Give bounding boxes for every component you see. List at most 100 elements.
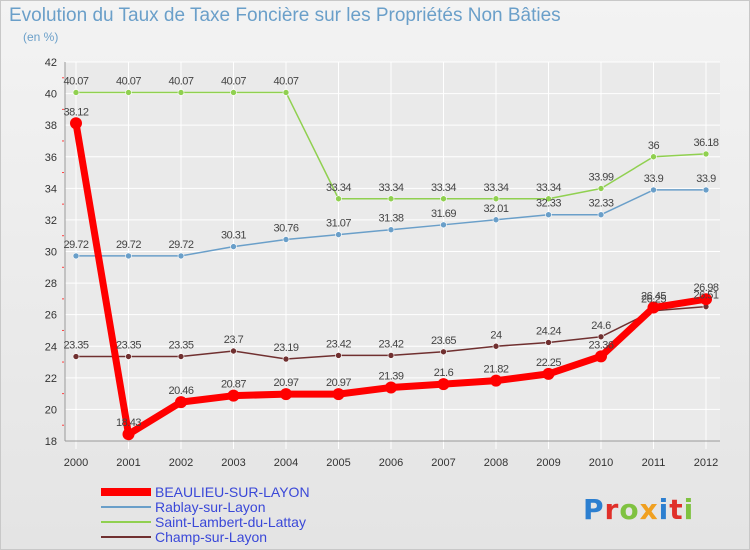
legend-label-rablay-sur-layon: Rablay-sur-Layon (155, 499, 266, 515)
data-point-champ-sur-layon (72, 353, 80, 360)
data-label-champ-sur-layon: 23.42 (378, 338, 403, 350)
data-label-champ-sur-layon: 23.19 (273, 342, 298, 354)
logo-letter: P (583, 493, 605, 526)
data-point-beaulieu-sur-layon (280, 388, 292, 401)
data-point-beaulieu-sur-layon (332, 388, 345, 401)
data-label-champ-sur-layon: 23.42 (326, 338, 351, 350)
y-tick-label: 22 (45, 373, 57, 385)
data-point-saint-lambert-du-lattay (492, 195, 500, 203)
data-point-rablay-sur-layon (125, 252, 132, 260)
y-tick-label: 40 (45, 89, 57, 101)
data-point-beaulieu-sur-layon (70, 117, 82, 130)
data-point-saint-lambert-du-lattay (72, 89, 80, 96)
data-label-saint-lambert-du-lattay: 33.34 (326, 182, 351, 194)
data-point-champ-sur-layon (335, 352, 342, 359)
data-label-beaulieu-sur-layon: 26.98 (693, 282, 718, 294)
data-point-rablay-sur-layon (177, 252, 185, 260)
data-point-saint-lambert-du-lattay (125, 89, 132, 96)
x-tick-label: 2003 (221, 457, 245, 469)
logo-letter: o (619, 493, 640, 526)
y-axis-unit-label: (en %) (23, 30, 59, 44)
x-tick-label: 2009 (536, 457, 560, 469)
data-point-beaulieu-sur-layon (385, 381, 397, 394)
data-label-saint-lambert-du-lattay: 40.07 (273, 75, 298, 87)
data-label-beaulieu-sur-layon: 22.25 (536, 357, 561, 369)
data-point-beaulieu-sur-layon (595, 350, 607, 363)
x-tick-label: 2008 (484, 457, 508, 469)
legend-label-beaulieu-sur-layon: BEAULIEU-SUR-LAYON (155, 484, 310, 500)
data-label-saint-lambert-du-lattay: 40.07 (168, 75, 193, 87)
data-point-rablay-sur-layon (282, 236, 290, 243)
data-label-saint-lambert-du-lattay: 40.07 (116, 75, 141, 87)
data-point-rablay-sur-layon (597, 211, 605, 219)
data-label-beaulieu-sur-layon: 21.82 (483, 364, 508, 376)
x-tick-label: 2001 (116, 457, 140, 469)
data-label-saint-lambert-du-lattay: 33.34 (378, 182, 403, 194)
legend-swatch-beaulieu-sur-layon (101, 488, 151, 496)
x-tick-label: 2006 (379, 457, 403, 469)
y-tick-label: 36 (45, 152, 57, 164)
y-tick-label: 26 (45, 310, 57, 322)
data-label-beaulieu-sur-layon: 20.97 (273, 377, 298, 389)
data-point-saint-lambert-du-lattay (597, 185, 605, 192)
data-point-beaulieu-sur-layon (490, 374, 502, 387)
data-point-beaulieu-sur-layon (542, 367, 555, 380)
data-point-rablay-sur-layon (650, 186, 657, 194)
data-point-champ-sur-layon (125, 353, 132, 360)
data-label-saint-lambert-du-lattay: 36.18 (693, 137, 718, 149)
data-point-saint-lambert-du-lattay (230, 89, 237, 96)
data-label-rablay-sur-layon: 31.69 (431, 208, 456, 220)
x-tick-label: 2011 (642, 457, 666, 469)
y-tick-label: 18 (45, 436, 57, 448)
x-tick-label: 2010 (589, 457, 613, 469)
data-label-beaulieu-sur-layon: 18.43 (116, 417, 141, 429)
data-label-champ-sur-layon: 23.35 (63, 340, 88, 352)
data-point-beaulieu-sur-layon (437, 378, 450, 391)
data-label-saint-lambert-du-lattay: 33.34 (431, 182, 456, 194)
data-point-saint-lambert-du-lattay (702, 150, 710, 158)
x-tick-label: 2002 (169, 457, 193, 469)
data-point-saint-lambert-du-lattay (650, 153, 657, 161)
data-point-beaulieu-sur-layon (647, 301, 660, 314)
data-point-beaulieu-sur-layon (122, 428, 135, 441)
data-label-rablay-sur-layon: 31.07 (326, 218, 351, 230)
legend-swatch-rablay-sur-layon (101, 506, 151, 508)
chart-title: Evolution du Taux de Taxe Foncière sur l… (9, 5, 561, 26)
data-label-champ-sur-layon: 23.65 (431, 335, 456, 347)
proxiti-logo: Proxiti (583, 493, 694, 526)
data-point-rablay-sur-layon (335, 231, 342, 238)
x-tick-label: 2005 (326, 457, 350, 469)
data-label-rablay-sur-layon: 30.76 (273, 222, 298, 234)
data-label-champ-sur-layon: 23.35 (116, 340, 141, 352)
data-label-saint-lambert-du-lattay: 40.07 (221, 75, 246, 87)
data-label-beaulieu-sur-layon: 20.46 (168, 385, 193, 397)
data-point-rablay-sur-layon (545, 211, 552, 219)
data-label-beaulieu-sur-layon: 21.39 (378, 370, 403, 382)
data-label-saint-lambert-du-lattay: 33.34 (483, 182, 508, 194)
data-point-champ-sur-layon (177, 353, 185, 360)
data-point-rablay-sur-layon (230, 243, 237, 250)
data-point-saint-lambert-du-lattay (387, 195, 395, 203)
data-label-champ-sur-layon: 24.24 (536, 325, 561, 337)
data-point-beaulieu-sur-layon (227, 389, 240, 402)
data-point-champ-sur-layon (387, 352, 395, 359)
data-label-champ-sur-layon: 23.35 (168, 340, 193, 352)
logo-letter: x (639, 493, 659, 526)
data-label-saint-lambert-du-lattay: 33.34 (536, 182, 561, 194)
data-label-beaulieu-sur-layon: 38.12 (63, 106, 88, 118)
data-label-beaulieu-sur-layon: 20.97 (326, 377, 351, 389)
x-tick-label: 2007 (431, 457, 455, 469)
data-label-champ-sur-layon: 24.6 (591, 320, 611, 332)
data-label-rablay-sur-layon: 32.33 (536, 198, 561, 210)
logo-letter: r (604, 493, 620, 526)
data-point-beaulieu-sur-layon (175, 396, 187, 409)
data-label-saint-lambert-du-lattay: 40.07 (63, 75, 88, 87)
data-label-saint-lambert-du-lattay: 36 (648, 140, 660, 152)
data-label-champ-sur-layon: 26.25 (641, 294, 666, 306)
y-tick-label: 42 (45, 57, 57, 69)
logo-letter: i (683, 493, 695, 526)
y-tick-label: 34 (45, 183, 57, 195)
y-tick-label: 30 (45, 247, 57, 259)
